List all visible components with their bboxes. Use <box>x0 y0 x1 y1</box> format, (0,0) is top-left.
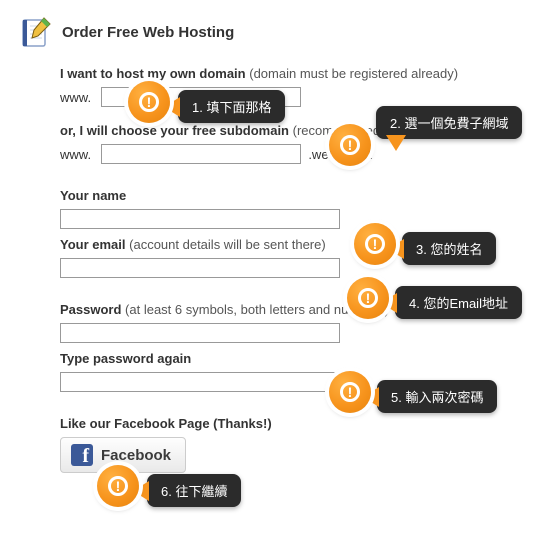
callout-bubble-3: 3. 您的姓名 <box>402 232 496 265</box>
callout-marker-4: ! <box>347 277 389 319</box>
password-label: Password <box>60 302 121 317</box>
callout-bubble-6: 6. 往下繼續 <box>147 474 241 507</box>
like-label: Like our Facebook Page (Thanks!) <box>60 416 529 431</box>
page-title: Order Free Web Hosting <box>62 24 234 41</box>
password-input[interactable] <box>60 323 340 343</box>
callout-bubble-1: 1. 填下面那格 <box>178 90 285 123</box>
callout-marker-5: ! <box>329 371 371 413</box>
www-prefix-2: www. <box>60 147 91 162</box>
facebook-button-label: Facebook <box>101 447 171 464</box>
email-label: Your email <box>60 237 126 252</box>
callout-bubble-2: 2. 選一個免費子網域 <box>376 106 522 139</box>
callout-marker-3: ! <box>354 223 396 265</box>
facebook-section: Like our Facebook Page (Thanks!) Faceboo… <box>60 416 529 473</box>
own-domain-label: I want to host my own domain <box>60 66 246 81</box>
name-label: Your name <box>60 188 529 203</box>
own-domain-hint: (domain must be registered already) <box>249 66 458 81</box>
name-input[interactable] <box>60 209 340 229</box>
email-hint: (account details will be sent there) <box>129 237 326 252</box>
password-again-input[interactable] <box>60 372 340 392</box>
callout-bubble-4: 4. 您的Email地址 <box>395 286 522 319</box>
callout-marker-1: ! <box>128 81 170 123</box>
callout-marker-2: ! <box>329 124 371 166</box>
callout-bubble-5: 5. 輸入兩次密碼 <box>377 380 497 413</box>
or-label: or, I will choose your free subdomain <box>60 123 289 138</box>
page-header: Order Free Web Hosting <box>20 16 529 48</box>
www-prefix-1: www. <box>60 90 91 105</box>
subdomain-input[interactable] <box>101 144 301 164</box>
callout-marker-6: ! <box>97 465 139 507</box>
notepad-icon <box>20 16 52 48</box>
email-input[interactable] <box>60 258 340 278</box>
facebook-icon <box>71 444 93 466</box>
password-again-label: Type password again <box>60 351 529 366</box>
